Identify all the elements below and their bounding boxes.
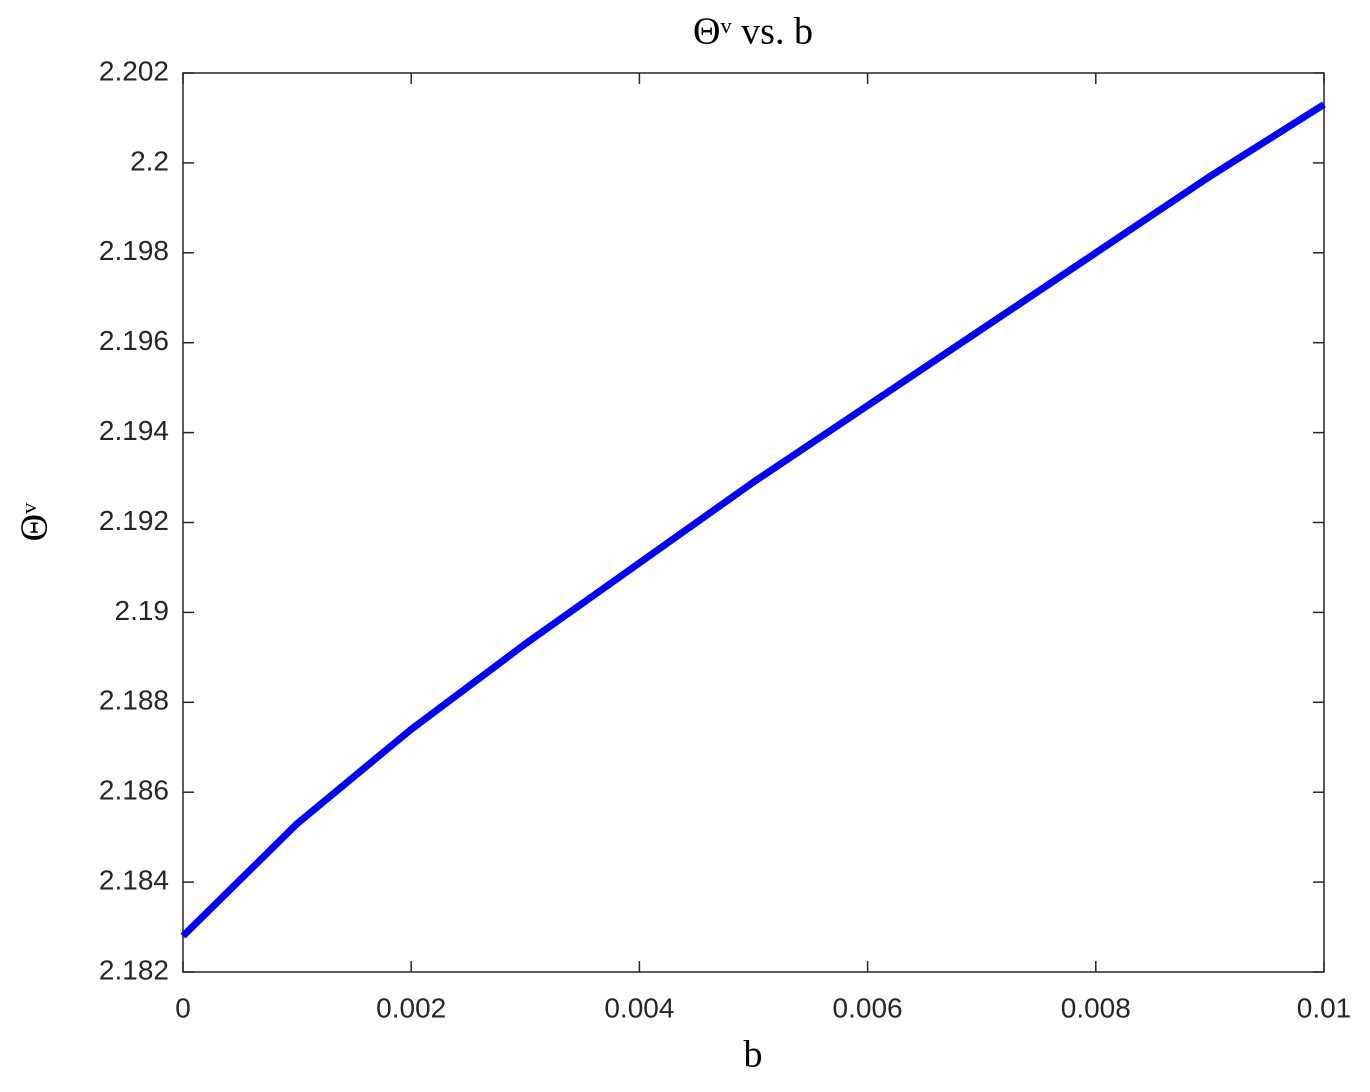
chart-title: Θᵛ vs. b — [693, 11, 813, 53]
data-line — [180, 101, 1326, 939]
y-tick-label: 2.198 — [99, 235, 169, 266]
y-tick-label: 2.186 — [99, 775, 169, 806]
x-tick-label: 0.008 — [1061, 992, 1131, 1023]
y-tick-label: 2.2 — [130, 145, 169, 176]
x-tick-label: 0 — [175, 992, 191, 1023]
y-tick-label: 2.188 — [99, 685, 169, 716]
x-tick-label: 0.002 — [376, 992, 446, 1023]
x-tick-label: 0.004 — [604, 992, 674, 1023]
y-tick-label: 2.202 — [99, 55, 169, 86]
y-tick-label: 2.19 — [115, 595, 170, 626]
x-tick-label: 0.01 — [1297, 992, 1352, 1023]
y-tick-label: 2.182 — [99, 954, 169, 985]
y-axis-label: Θᵛ — [14, 502, 56, 541]
x-tick-label: 0.006 — [833, 992, 903, 1023]
y-tick-label: 2.192 — [99, 505, 169, 536]
y-tick-label: 2.184 — [99, 864, 169, 895]
y-tick-label: 2.194 — [99, 415, 169, 446]
plot-frame — [182, 72, 1325, 973]
x-axis-label: b — [744, 1034, 763, 1076]
y-tick-label: 2.196 — [99, 325, 169, 356]
